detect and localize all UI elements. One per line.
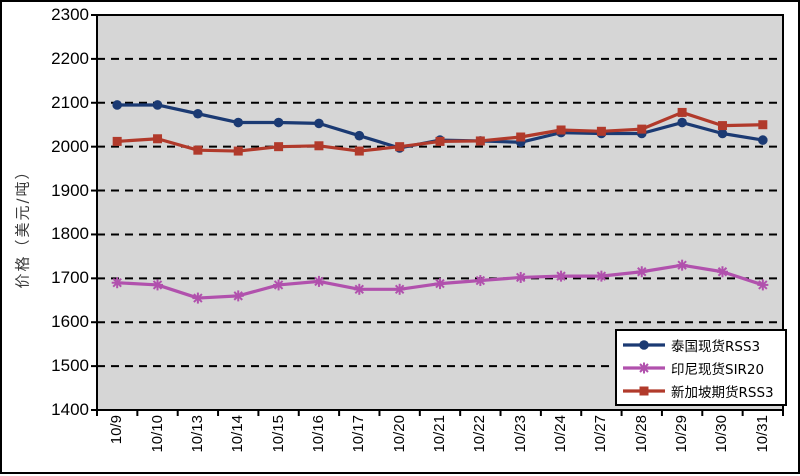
x-tick-label: 10/13: [188, 415, 206, 453]
legend-label: 新加坡期货RSS3: [671, 384, 774, 401]
y-axis-title: 价格（美元/吨）: [13, 162, 32, 289]
x-tick-label: 10/16: [309, 415, 327, 453]
y-tick-label: 2200: [51, 48, 89, 68]
y-tick-label: 2300: [51, 5, 89, 24]
x-tick-label: 10/21: [431, 415, 448, 453]
x-tick-label: 10/20: [390, 415, 408, 453]
y-tick-label: 1700: [51, 268, 89, 288]
legend-item: 印尼现货SIR20: [621, 357, 781, 379]
x-tick-label: 10/9: [108, 415, 126, 445]
legend-item: 新加坡期货RSS3: [621, 380, 781, 402]
x-tick-label: 10/28: [632, 415, 650, 453]
y-tick-label: 1900: [51, 180, 89, 200]
legend: 泰国现货RSS3 印尼现货SIR20 新加坡期货RSS3: [615, 329, 787, 406]
x-tick-label: 10/29: [673, 415, 691, 453]
x-tick-label: 10/31: [753, 415, 771, 453]
legend-item: 泰国现货RSS3: [621, 334, 781, 356]
y-tick-label: 2100: [51, 92, 89, 112]
x-tick-label: 10/10: [148, 415, 166, 453]
y-tick-label: 1800: [51, 224, 89, 244]
x-tick-label: 10/24: [552, 415, 570, 453]
star-marker-icon: [623, 362, 665, 373]
x-tick-label: 10/15: [269, 415, 287, 453]
x-tick-label: 10/27: [592, 415, 610, 453]
y-tick-label: 1500: [51, 356, 89, 376]
y-tick-label: 2000: [51, 136, 89, 156]
circle-marker-icon: [623, 339, 665, 350]
legend-label: 泰国现货RSS3: [671, 338, 761, 355]
y-tick-label: 1400: [51, 400, 89, 419]
square-marker-icon: [623, 386, 665, 395]
x-tick-label: 10/30: [713, 415, 731, 453]
legend-label: 印尼现货SIR20: [671, 361, 765, 378]
x-tick-label: 10/17: [350, 415, 368, 453]
x-tick-label: 10/23: [511, 415, 529, 453]
x-tick-label: 10/22: [471, 415, 489, 453]
x-tick-label: 10/14: [229, 415, 247, 453]
y-tick-label: 1600: [51, 312, 89, 332]
